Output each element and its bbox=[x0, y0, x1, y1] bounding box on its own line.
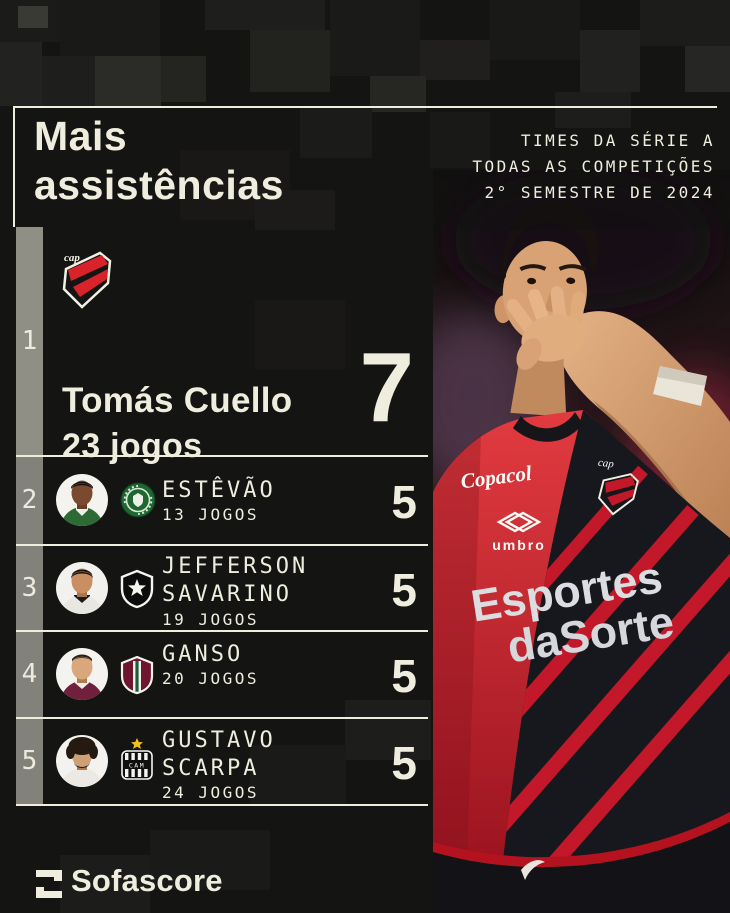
games-played: 13 JOGOS bbox=[162, 505, 260, 524]
umbro-wordmark: umbro bbox=[492, 537, 546, 553]
sofascore-logo-icon bbox=[36, 870, 62, 898]
rank-strip-1 bbox=[16, 227, 43, 455]
row-divider bbox=[16, 455, 428, 457]
botafogo-crest-icon bbox=[120, 569, 154, 609]
player-jersey: Copacol umbro cap Esportes daSorte bbox=[433, 410, 730, 860]
player-name-line1: JEFFERSON bbox=[162, 554, 309, 579]
assist-count: 5 bbox=[391, 476, 417, 528]
leader-player-name: Tomás Cuello bbox=[62, 381, 293, 420]
meta-competition: TIMES DA SÉRIE A bbox=[520, 131, 715, 150]
assist-count: 5 bbox=[391, 737, 417, 789]
leader-assist-count: 7 bbox=[359, 332, 414, 442]
games-played: 19 JOGOS bbox=[162, 610, 260, 629]
header-left-rule bbox=[13, 106, 15, 227]
row-divider bbox=[16, 544, 428, 546]
athletico-paranaense-crest-icon: cap bbox=[62, 251, 112, 309]
umbro-logo-icon bbox=[496, 511, 542, 533]
jersey-stripes bbox=[503, 465, 730, 860]
rank-strip-3 bbox=[16, 546, 43, 630]
rank-strip-2 bbox=[16, 457, 43, 544]
player-avatar bbox=[56, 474, 108, 526]
player-hand bbox=[506, 286, 586, 370]
player-avatar bbox=[56, 735, 108, 787]
svg-text:cap: cap bbox=[64, 252, 80, 264]
row-divider bbox=[16, 717, 428, 719]
rank-number: 3 bbox=[21, 573, 38, 603]
player-avatar bbox=[56, 562, 108, 614]
atletico-mineiro-crest-icon: CAM bbox=[121, 738, 153, 780]
context-meta: TIMES DA SÉRIE A TODAS AS COMPETIÇÕES 2°… bbox=[472, 128, 715, 206]
meta-scope: TODAS AS COMPETIÇÕES bbox=[472, 157, 715, 176]
page-title: Mais assistências bbox=[34, 112, 284, 210]
header-rule bbox=[13, 106, 717, 108]
sofascore-wordmark: Sofascore bbox=[71, 863, 223, 898]
player-name: GANSO bbox=[162, 642, 244, 667]
jersey-cap-crest-icon: cap bbox=[597, 457, 639, 516]
player-name-line1: GUSTAVO bbox=[162, 728, 276, 753]
page-title-line2: assistências bbox=[34, 162, 284, 208]
row-divider bbox=[16, 630, 428, 632]
rank-number: 5 bbox=[21, 746, 38, 776]
player-avatar bbox=[56, 648, 108, 700]
rank-strip-5 bbox=[16, 719, 43, 804]
meta-period: 2° SEMESTRE DE 2024 bbox=[484, 183, 715, 202]
player-name: ESTÊVÃO bbox=[162, 478, 276, 503]
assist-count: 5 bbox=[391, 650, 417, 702]
rank-number: 1 bbox=[21, 326, 38, 356]
games-played: 20 JOGOS bbox=[162, 669, 260, 688]
jersey-collar bbox=[513, 412, 583, 442]
rank-strip-4 bbox=[16, 632, 43, 717]
games-played: 24 JOGOS bbox=[162, 783, 260, 802]
svg-text:cap: cap bbox=[597, 457, 615, 471]
rank-number: 2 bbox=[21, 485, 38, 515]
page-title-line1: Mais bbox=[34, 113, 128, 159]
assist-count: 5 bbox=[391, 564, 417, 616]
player-shorts bbox=[433, 812, 730, 913]
player-name-line2: SCARPA bbox=[162, 756, 260, 781]
rank-number: 4 bbox=[21, 659, 38, 689]
player-name-line2: SAVARINO bbox=[162, 582, 292, 607]
hero-player-photo: Copacol umbro cap Esportes daSorte bbox=[433, 170, 730, 913]
svg-text:CAM: CAM bbox=[129, 762, 145, 770]
palmeiras-crest-icon bbox=[120, 482, 156, 518]
row-divider bbox=[16, 804, 428, 806]
leader-games-played: 23 jogos bbox=[62, 427, 203, 465]
fluminense-crest-icon bbox=[120, 655, 154, 695]
